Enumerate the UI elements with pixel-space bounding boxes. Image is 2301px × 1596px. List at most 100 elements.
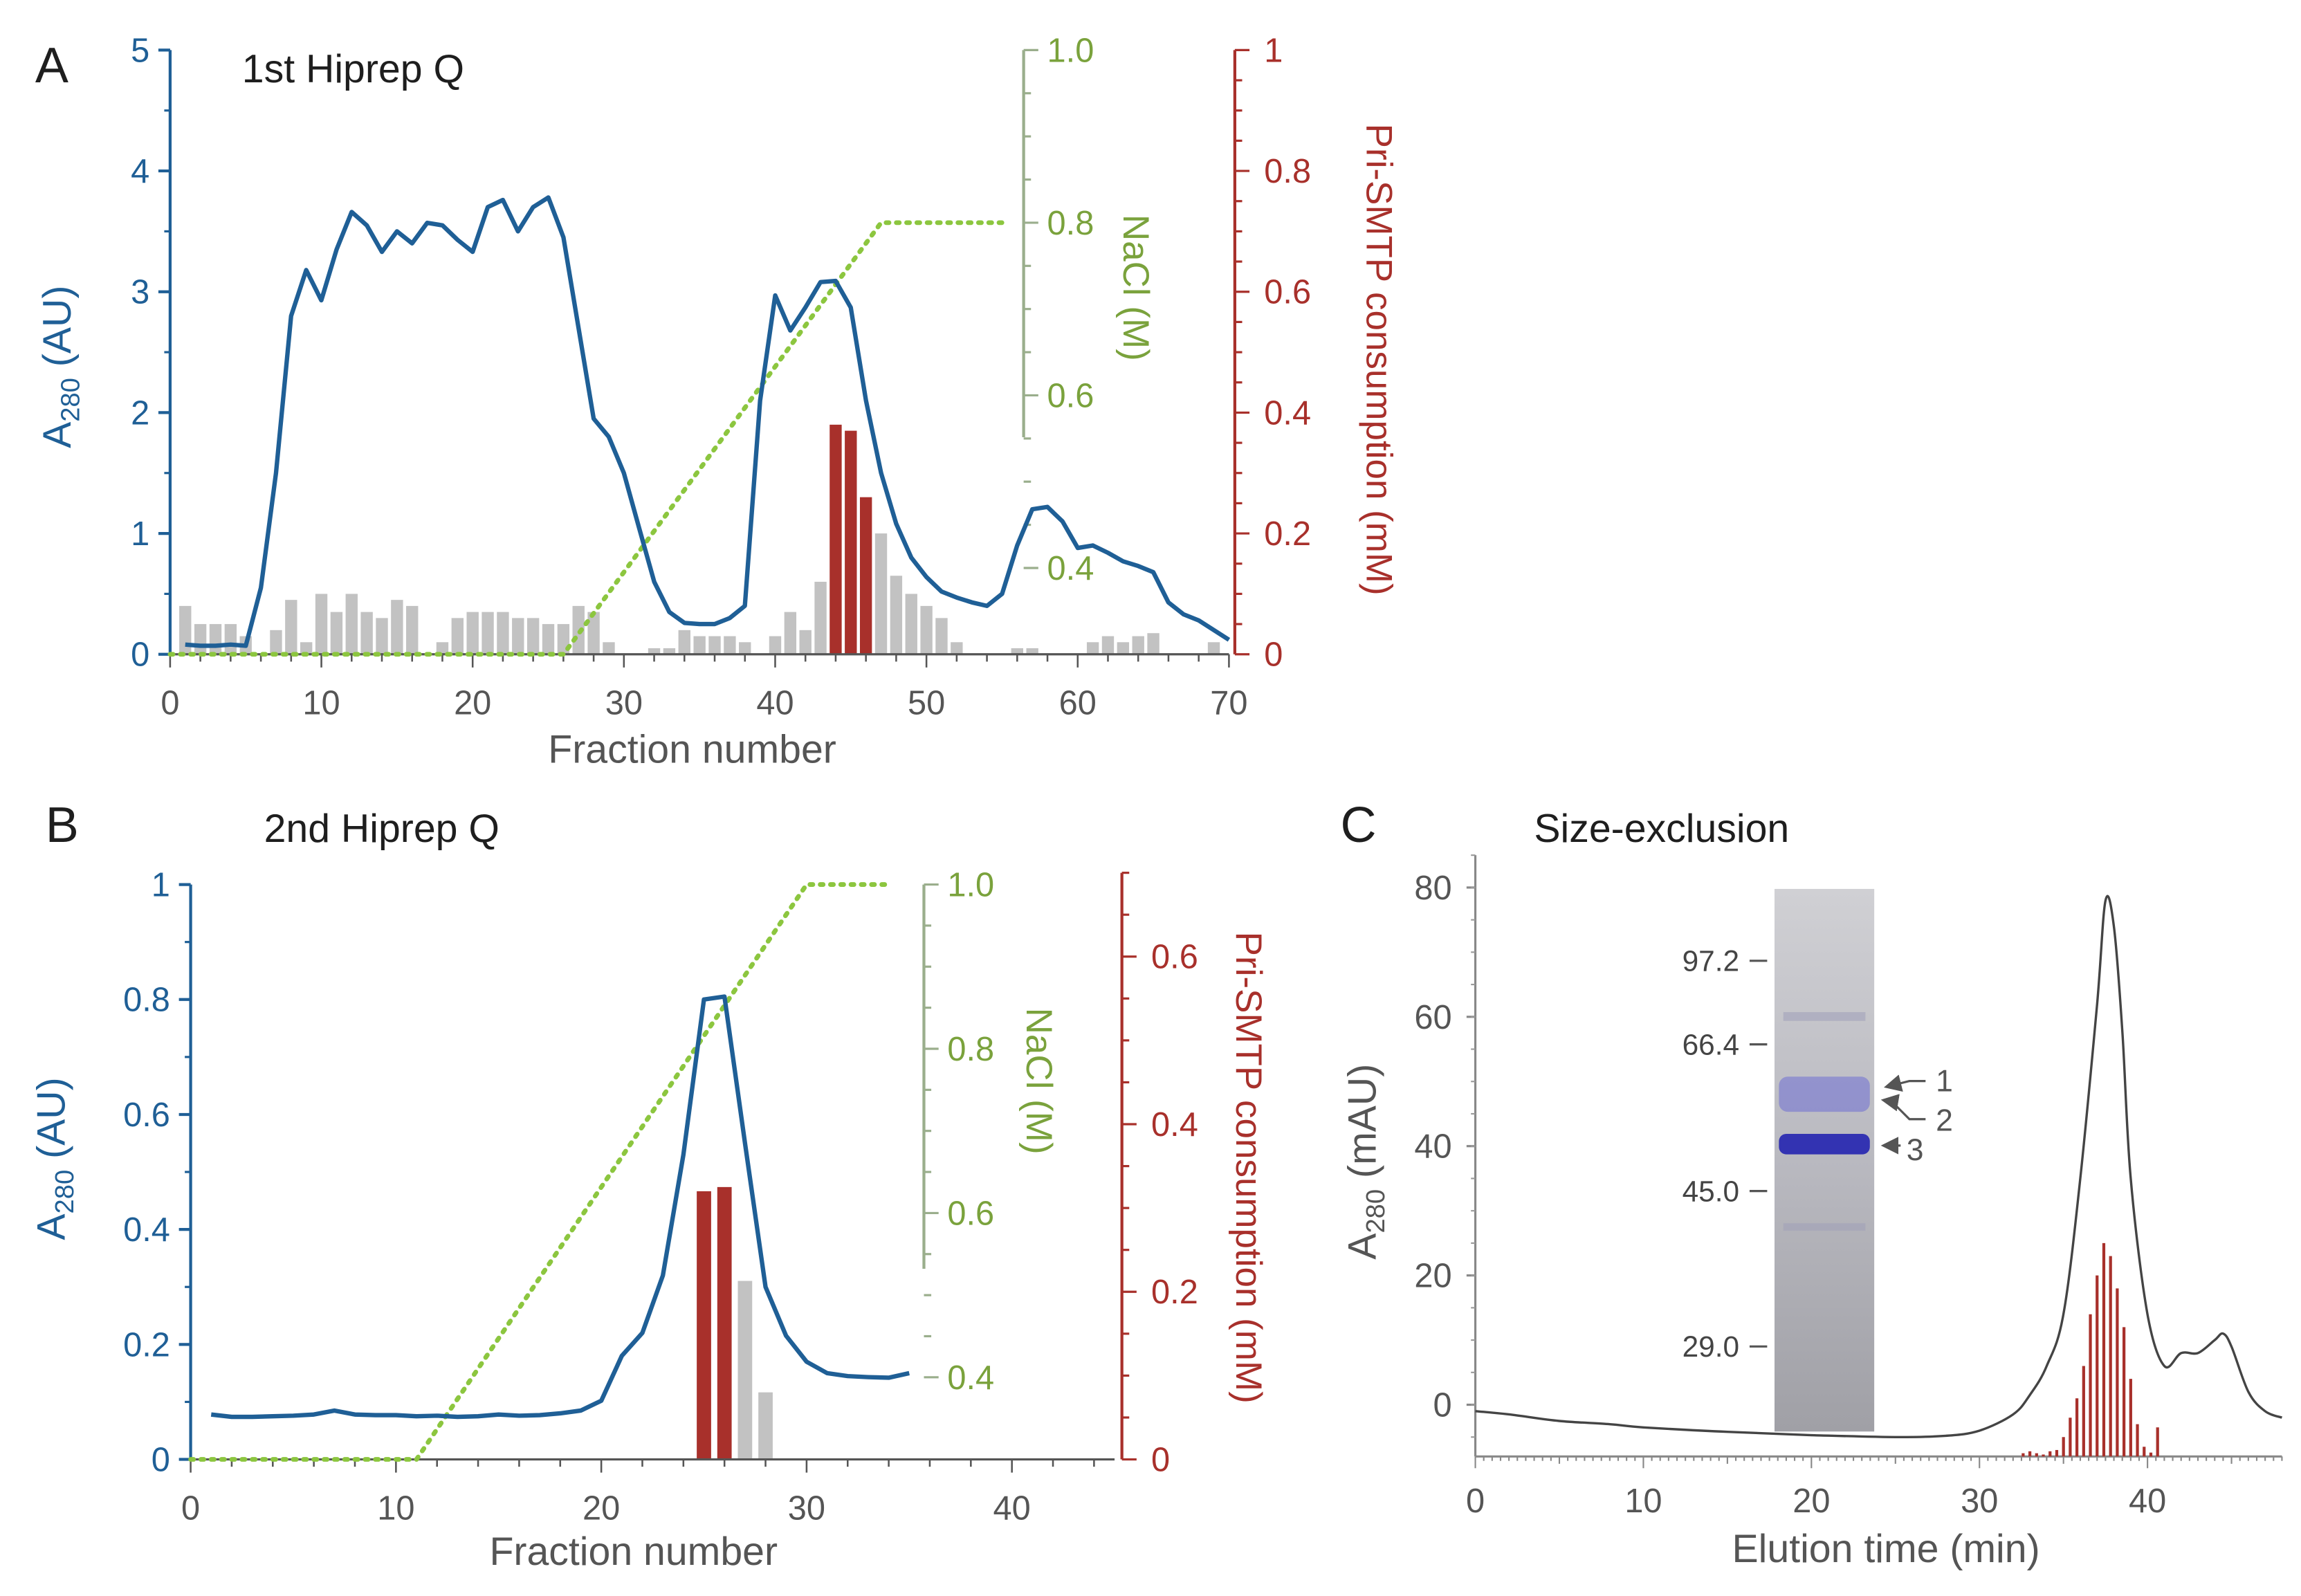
band-label-3: 3 xyxy=(1907,1133,1924,1167)
consumption-bar xyxy=(648,648,661,654)
y-tick-label: 0.6 xyxy=(123,1097,170,1134)
nacl-gradient-line xyxy=(188,882,892,1462)
x-tick-label: 10 xyxy=(1624,1483,1662,1520)
y2-tick-label: 0.8 xyxy=(947,1031,994,1068)
x-tick-label: 20 xyxy=(1793,1483,1830,1520)
consumption-bar xyxy=(708,636,721,654)
y3-tick-label: 0.4 xyxy=(1151,1106,1198,1144)
x-tick-label: 30 xyxy=(605,685,643,722)
y2-tick-label: 0.4 xyxy=(947,1359,994,1397)
consumption-bar xyxy=(315,594,328,654)
panel-b-bars xyxy=(697,1186,773,1460)
consumption-bar-active xyxy=(859,497,872,654)
panel-b-y3label: Pri-SMTP consumption (mM) xyxy=(1228,932,1269,1404)
y3-tick-label: 1 xyxy=(1264,32,1283,69)
panel-a-ylabel: A280 (AU) xyxy=(35,286,86,448)
gel-band-1-2 xyxy=(1779,1076,1870,1112)
consumption-bar xyxy=(360,612,373,654)
x-tick-label: 0 xyxy=(161,685,179,722)
panel-a-bars xyxy=(179,424,1220,654)
x-tick-label: 40 xyxy=(993,1489,1031,1527)
y2-tick-label: 1.0 xyxy=(947,867,994,904)
panel-b-axes: 00.20.40.60.810 10 20 30 400.40.60.81.000.20… xyxy=(123,867,1198,1528)
x-tick-label: 20 xyxy=(454,685,491,722)
consumption-bar xyxy=(224,624,237,654)
consumption-bar xyxy=(905,594,917,654)
panel-a-y2label: NaCl (M) xyxy=(1115,214,1156,361)
panel-c-ylabel: A280 (mAU) xyxy=(1340,1064,1391,1260)
panel-a-xlabel: Fraction number xyxy=(548,728,836,772)
y-tick-label: 1 xyxy=(152,867,170,904)
consumption-bar xyxy=(466,612,479,654)
consumption-bar xyxy=(1147,633,1159,654)
consumption-bar xyxy=(1101,636,1115,654)
consumption-bar xyxy=(724,636,736,654)
consumption-bar xyxy=(285,600,297,654)
y-tick-label: 80 xyxy=(1414,870,1451,907)
consumption-bar xyxy=(270,630,282,654)
consumption-bar xyxy=(542,624,555,654)
y2-tick-label: 0.6 xyxy=(1047,377,1094,414)
a280-trace xyxy=(210,994,910,1420)
y-tick-label: 0.4 xyxy=(123,1211,170,1249)
consumption-bar xyxy=(663,648,676,654)
gel-band-3 xyxy=(1779,1133,1870,1155)
consumption-bar xyxy=(678,630,690,654)
y2-tick-label: 0.6 xyxy=(947,1195,994,1232)
panel-c-axes: 0 20 40 60 80 0 10 20 30 40 xyxy=(1414,854,2283,1520)
y-tick-label: 0 xyxy=(131,636,149,674)
gel-marker-label: 45.0 xyxy=(1683,1175,1739,1207)
consumption-bar xyxy=(526,618,540,654)
y2-tick-label: 0.4 xyxy=(1047,550,1094,587)
band-label-2: 2 xyxy=(1936,1104,1953,1138)
x-tick-label: 20 xyxy=(583,1489,620,1527)
consumption-bar xyxy=(739,642,751,654)
consumption-bar-active xyxy=(845,430,857,654)
x-tick-label: 50 xyxy=(908,685,945,722)
x-tick-label: 30 xyxy=(788,1489,825,1527)
y-tick-label: 20 xyxy=(1414,1258,1451,1295)
a280-trace xyxy=(185,195,1231,648)
consumption-bar xyxy=(345,594,358,654)
y3-tick-label: 0.6 xyxy=(1151,939,1198,976)
consumption-bar xyxy=(951,642,963,654)
y3-tick-label: 0 xyxy=(1264,636,1283,674)
panel-b-letter: B xyxy=(46,798,79,853)
consumption-bar xyxy=(693,636,706,654)
consumption-bar xyxy=(603,642,615,654)
y-tick-label: 40 xyxy=(1414,1128,1451,1166)
gel-inset: 97.2 66.4 45.0 29.0 1 2 3 xyxy=(1683,888,1953,1432)
x-tick-label: 40 xyxy=(756,685,794,722)
x-tick-label: 0 xyxy=(1466,1483,1485,1520)
consumption-bar xyxy=(512,618,524,654)
consumption-bar-active xyxy=(697,1191,711,1460)
consumption-bar xyxy=(194,624,207,654)
panel-b: B 2nd Hiprep Q Fraction number A280 (AU)… xyxy=(29,798,1269,1574)
x-tick-label: 30 xyxy=(1961,1483,1998,1520)
consumption-bar xyxy=(769,636,782,654)
y2-tick-label: 1.0 xyxy=(1047,32,1094,69)
panel-b-title: 2nd Hiprep Q xyxy=(264,807,499,851)
consumption-bar xyxy=(391,600,403,654)
band-label-1: 1 xyxy=(1936,1064,1953,1098)
panel-b-y2label: NaCl (M) xyxy=(1018,1008,1059,1155)
panel-b-xlabel: Fraction number xyxy=(489,1530,778,1574)
consumption-bar xyxy=(874,533,888,654)
y-tick-label: 1 xyxy=(131,515,149,553)
consumption-bar xyxy=(330,612,343,654)
gel-marker-label: 66.4 xyxy=(1683,1028,1739,1061)
consumption-bar xyxy=(300,642,313,654)
consumption-bar xyxy=(935,618,948,654)
y2-tick-label: 0.8 xyxy=(1047,205,1094,242)
consumption-bar xyxy=(1086,642,1099,654)
consumption-bar xyxy=(920,605,933,654)
panel-c-title: Size-exclusion xyxy=(1534,807,1789,851)
y3-tick-label: 0.4 xyxy=(1264,394,1311,432)
y-tick-label: 4 xyxy=(131,153,149,190)
y-tick-label: 0 xyxy=(1433,1386,1451,1424)
gel-faint-band xyxy=(1783,1011,1866,1021)
gel-markers: 97.2 66.4 45.0 29.0 xyxy=(1683,945,1768,1363)
panel-c: C Size-exclusion Elution time (min) A280… xyxy=(1340,798,2283,1571)
y3-tick-label: 0.2 xyxy=(1151,1274,1198,1311)
